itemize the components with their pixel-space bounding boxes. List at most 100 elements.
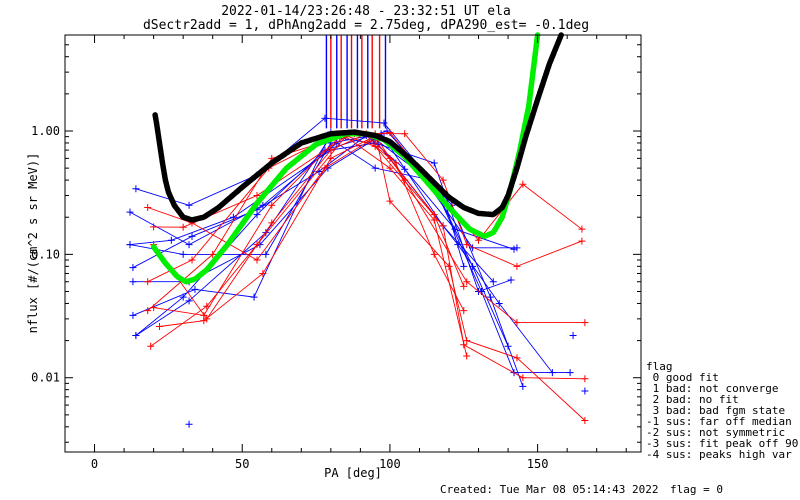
blue-series-2-point-7 xyxy=(513,244,521,252)
red-series-0-point-0 xyxy=(144,203,152,211)
blue-series-8-point-4 xyxy=(371,164,379,172)
axis-ticks: 0 50 100 150 0.01 0.10 1.00 xyxy=(31,34,641,471)
flag-legend: flag 0 good fit 1 bad: not converge 2 ba… xyxy=(646,360,798,461)
blue-series-8-point-2 xyxy=(259,201,267,209)
footer-created: Created: Tue Mar 08 05:14:43 2022 xyxy=(440,483,659,496)
red-series-2-point-5 xyxy=(401,130,409,138)
blue-series-7-point-6 xyxy=(489,278,497,286)
y-axis-label: nflux [#/(cm^2 s sr MeV)] xyxy=(26,153,40,334)
blue-series-6-point-7 xyxy=(519,382,527,390)
blue-series-5-point-5 xyxy=(430,159,438,167)
red-series-3-point-8 xyxy=(513,354,521,362)
red-series-2-point-7 xyxy=(463,241,471,249)
blue-extra-point-1 xyxy=(569,331,577,339)
red-series-5-point-3 xyxy=(327,154,335,162)
blue-series-4-point-2 xyxy=(262,229,270,237)
red-series-1-point-3 xyxy=(327,146,335,154)
legend-title: flag xyxy=(646,360,673,373)
red-series-3-point-7 xyxy=(463,337,471,345)
red-series-2-point-0 xyxy=(144,278,152,286)
red-series-6-point-4 xyxy=(371,142,379,150)
legend-entry-0: 0 good fit xyxy=(646,371,719,384)
blue-series-0-point-0 xyxy=(132,185,140,193)
blue-series-3 xyxy=(129,128,574,377)
red-series-7-point-7 xyxy=(578,225,586,233)
red-series-2-point-9 xyxy=(578,237,586,245)
blue-series-7-point-2 xyxy=(262,250,270,258)
red-series-7-point-2 xyxy=(253,192,261,200)
red-series-4-point-0 xyxy=(147,342,155,350)
blue-series-1-point-1 xyxy=(188,232,196,240)
blue-extra-points xyxy=(185,331,589,428)
blue-series-8-point-0 xyxy=(126,208,134,216)
blue-series-0-point-6 xyxy=(460,262,468,270)
x-tick-label-3: 150 xyxy=(527,457,549,471)
fit-curve-black xyxy=(152,32,564,223)
blue-series-3-point-8 xyxy=(566,369,574,377)
blue-series-3-point-1 xyxy=(191,285,199,293)
plot-frame xyxy=(64,34,642,453)
blue-series-7-point-1 xyxy=(179,250,187,258)
blue-series-2-point-0 xyxy=(129,278,137,286)
red-series-4-point-6 xyxy=(463,352,471,360)
blue-series-1-point-0 xyxy=(129,264,137,272)
red-series-0-point-2 xyxy=(253,256,261,264)
red-series-6-line xyxy=(147,135,585,380)
red-series-3-line xyxy=(153,133,586,421)
blue-series-4-point-6 xyxy=(495,299,503,307)
red-series-7-point-0 xyxy=(150,223,158,231)
blue-series-8-point-6 xyxy=(469,262,477,270)
red-series-4-point-4 xyxy=(386,164,394,172)
blue-series-1-point-7 xyxy=(510,245,518,253)
red-series-0-line xyxy=(147,140,465,287)
blue-series-1-line xyxy=(132,134,515,269)
red-series-1-point-6 xyxy=(430,250,438,258)
red-series-7-point-6 xyxy=(519,180,527,188)
red-series-6-point-8 xyxy=(581,375,589,383)
red-series-6-point-6 xyxy=(460,341,468,349)
legend-entry-5: -2 sus: not symmetric xyxy=(646,426,785,439)
red-series-3-point-5 xyxy=(386,197,394,205)
blue-series-7-line xyxy=(129,133,494,283)
red-series-1-point-7 xyxy=(460,307,468,315)
red-series-3-point-2 xyxy=(268,201,276,209)
red-series-6-point-0 xyxy=(144,307,152,315)
blue-extra-point-2 xyxy=(581,387,589,395)
red-series-2-point-6 xyxy=(439,176,447,184)
blue-series-3-point-2 xyxy=(250,293,258,301)
red-series-5-point-6 xyxy=(463,278,471,286)
blue-series-5-line xyxy=(129,142,512,293)
blue-series-7 xyxy=(126,130,497,286)
top-spikes xyxy=(325,35,387,129)
red-series-5 xyxy=(156,132,589,331)
legend-entry-1: 1 bad: not converge xyxy=(646,382,778,395)
blue-series-8-point-1 xyxy=(185,241,193,249)
chart-title-line2: dSectr2add = 1, dPhAng2add = 2.75deg, dP… xyxy=(143,18,589,33)
chart-title-line1: 2022-01-14/23:26:48 - 23:32:51 UT ela xyxy=(221,4,511,19)
red-series-0-point-7 xyxy=(460,282,468,290)
x-tick-label-0: 0 xyxy=(91,457,98,471)
red-series-5-point-0 xyxy=(156,323,164,331)
red-series-6-point-1 xyxy=(209,250,217,258)
red-series-3-point-9 xyxy=(581,417,589,425)
red-series-6-point-7 xyxy=(519,374,527,382)
red-series-2-point-8 xyxy=(513,262,521,270)
blue-series-3-point-0 xyxy=(129,311,137,319)
blue-series-4-point-1 xyxy=(185,297,193,305)
blue-series-8-line xyxy=(129,142,509,347)
red-series-5-point-5 xyxy=(401,176,409,184)
red-series-5-line xyxy=(159,135,585,327)
x-axis-label: PA [deg] xyxy=(324,466,382,480)
blue-series-4-point-7 xyxy=(548,369,556,377)
blue-series-4-line xyxy=(135,136,553,373)
blue-series-7-point-0 xyxy=(126,241,134,249)
red-series-2-point-1 xyxy=(188,256,196,264)
red-series-1-line xyxy=(153,133,465,320)
legend-entry-3: 3 bad: bad fgm state xyxy=(646,404,785,417)
blue-series-5-point-1 xyxy=(167,236,175,244)
blue-series-0-point-1 xyxy=(185,201,193,209)
red-series-0 xyxy=(144,137,468,290)
red-series-5-point-8 xyxy=(581,319,589,327)
blue-extra-point-0 xyxy=(185,420,193,428)
